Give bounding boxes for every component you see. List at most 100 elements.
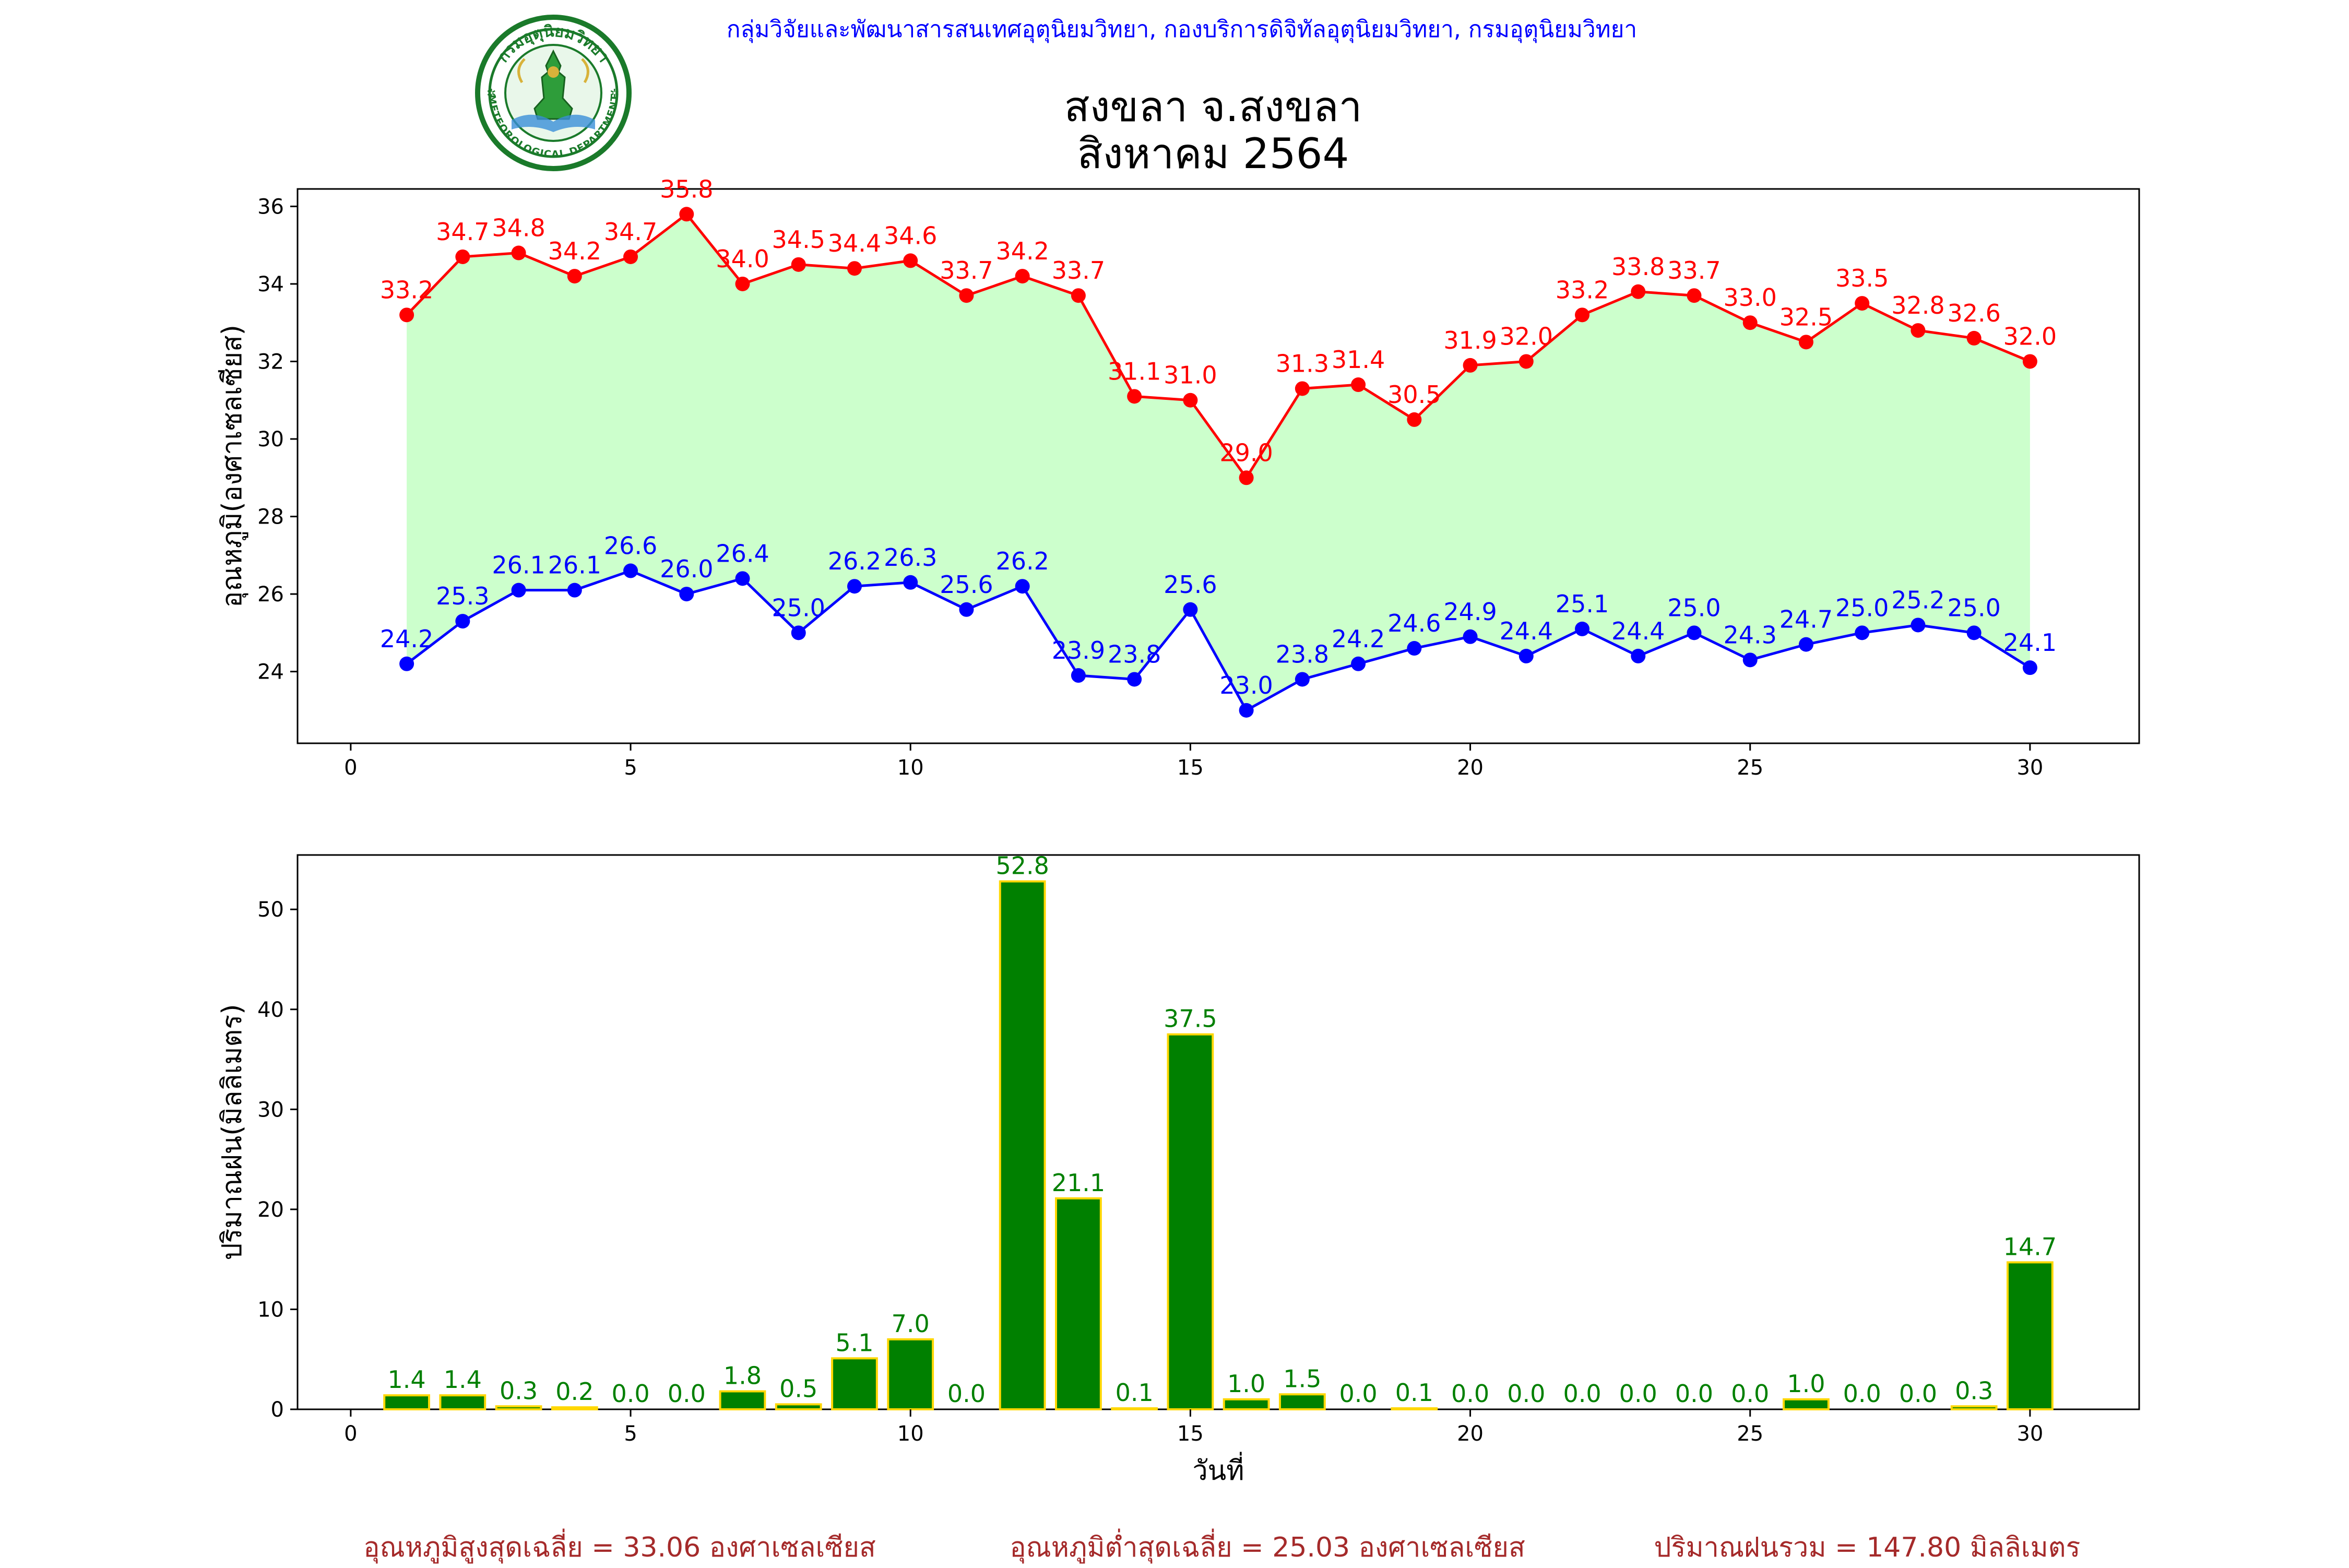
- max-temperature-point: [1183, 393, 1198, 408]
- min-temperature-point: [1798, 637, 1813, 652]
- min-temperature-label: 26.1: [548, 551, 601, 579]
- min-temperature-label: 23.9: [1052, 636, 1105, 664]
- svg-text:✲: ✲: [610, 87, 619, 100]
- rainfall-y-tick-label: 10: [257, 1298, 284, 1322]
- min-temperature-point: [399, 656, 414, 671]
- rainfall-label: 37.5: [1164, 1005, 1217, 1033]
- min-temperature-point: [1911, 617, 1926, 633]
- min-temperature-label: 24.9: [1443, 598, 1497, 626]
- min-temperature-point: [2022, 660, 2037, 675]
- min-temperature-point: [959, 602, 974, 617]
- min-temperature-label: 24.3: [1724, 621, 1777, 649]
- rainfall-bars: [383, 880, 2054, 1411]
- rainfall-label: 0.0: [947, 1380, 986, 1408]
- rainfall-x-tick-label: 0: [344, 1422, 357, 1446]
- min-temperature-point: [903, 575, 918, 590]
- rainfall-label: 0.0: [668, 1380, 706, 1408]
- rainfall-x-tick-label: 15: [1177, 1422, 1204, 1446]
- rainfall-y-axis-title: ปริมาณฝน(มิลลิเมตร): [217, 1004, 248, 1260]
- rainfall-x-tick-label: 20: [1457, 1422, 1484, 1446]
- temperature-plot-frame: [296, 188, 2140, 744]
- max-temperature-point: [1127, 389, 1142, 404]
- min-temperature-label: 24.2: [380, 625, 433, 653]
- max-temperature-point: [623, 249, 638, 264]
- max-temperature-label: 30.5: [1387, 381, 1441, 409]
- min-temperature-point: [455, 614, 470, 629]
- max-temperature-label: 33.2: [380, 276, 433, 304]
- rainfall-x-axis-title: วันที่: [1192, 1452, 1244, 1487]
- max-temperature-point: [567, 269, 582, 284]
- max-temperature-label: 34.4: [828, 229, 881, 257]
- min-temperature-label: 25.3: [436, 582, 489, 610]
- min-temperature-point: [567, 583, 582, 598]
- rainfall-label: 1.4: [444, 1365, 482, 1394]
- rainfall-label: 0.0: [611, 1380, 649, 1408]
- max-temperature-label: 33.2: [1556, 276, 1609, 304]
- min-temperature-label: 25.6: [1164, 571, 1217, 599]
- rainfall-label: 0.1: [1395, 1379, 1433, 1407]
- rainfall-label: 7.0: [892, 1310, 930, 1338]
- rainfall-bar: [1111, 1407, 1158, 1411]
- rainfall-label: 5.1: [835, 1328, 873, 1357]
- rainfall-label: 0.3: [1955, 1376, 1993, 1405]
- min-temperature-label: 25.1: [1556, 590, 1609, 618]
- max-temperature-point: [679, 207, 694, 222]
- max-temperature-label: 31.4: [1332, 346, 1385, 374]
- rainfall-bar: [1278, 1393, 1326, 1410]
- max-temperature-point: [1239, 470, 1254, 485]
- max-temperature-label: 31.3: [1276, 349, 1329, 377]
- rainfall-y-tick-label: 50: [257, 898, 284, 922]
- max-temperature-point: [847, 261, 862, 276]
- min-temperature-point: [1015, 579, 1030, 594]
- max-temperature-point: [1855, 296, 1870, 311]
- rainfall-label: 0.0: [1451, 1380, 1489, 1408]
- rainfall-label: 1.0: [1227, 1370, 1265, 1398]
- rainfall-x-tick-label: 5: [624, 1422, 637, 1446]
- temperature-x-tick-label: 20: [1457, 756, 1484, 780]
- rainfall-value-labels: 1.4 1.4 0.3 0.2 0.0 0.0 1.8 0.5 5.1 7.0 0.0 52.8 21.…: [388, 852, 2057, 1408]
- max-temperature-point: [1518, 354, 1534, 369]
- rainfall-y-axis: 0 10 20 30 40 50: [257, 898, 298, 1422]
- temperature-x-tick-label: 15: [1177, 756, 1204, 780]
- min-temperature-label: 25.0: [1947, 593, 2000, 622]
- max-temperature-point: [1351, 377, 1366, 393]
- max-temperature-point: [1463, 358, 1478, 373]
- rainfall-label: 0.0: [1339, 1380, 1378, 1408]
- rainfall-bar: [831, 1357, 878, 1410]
- chart-title-line1: สงขลา จ.สงขลา: [1064, 82, 1362, 131]
- meteorological-department-logo: กรมอุตุนิยมวิทยา METEOROLOGICAL DEPARTME…: [475, 15, 632, 171]
- temperature-x-tick-label: 0: [344, 756, 357, 780]
- min-temperature-point: [1575, 621, 1590, 636]
- temperature-y-tick-label: 34: [257, 272, 284, 296]
- rainfall-label: 14.7: [2003, 1232, 2057, 1261]
- temperature-range-fill: [407, 214, 2030, 710]
- rainfall-bar: [887, 1338, 934, 1411]
- rainfall-bar: [1167, 1033, 1214, 1411]
- temperature-y-tick-label: 32: [257, 350, 284, 374]
- rainfall-bar: [1223, 1398, 1270, 1411]
- max-temperature-points: [399, 207, 2037, 485]
- temperature-x-tick-label: 10: [897, 756, 924, 780]
- max-temperature-point: [735, 276, 750, 291]
- max-temperature-label: 35.8: [660, 175, 713, 203]
- temperature-x-tick-label: 25: [1737, 756, 1763, 780]
- max-temperature-label: 34.5: [772, 225, 825, 254]
- min-temperature-points: [399, 563, 2037, 718]
- max-temperature-label: 31.9: [1443, 326, 1497, 354]
- min-temperature-label: 23.0: [1219, 671, 1273, 699]
- total-rainfall: ปริมาณฝนรวม = 147.80 มิลลิเมตร: [1654, 1532, 2081, 1563]
- max-temperature-label: 34.7: [436, 218, 489, 246]
- temperature-y-tick-label: 30: [257, 427, 284, 452]
- min-temperature-point: [1183, 602, 1198, 617]
- max-temperature-label: 32.0: [2003, 322, 2057, 350]
- rainfall-chart: 1.4 1.4 0.3 0.2 0.0 0.0 1.8 0.5 5.1 7.0 0.0 52.8 21.…: [217, 852, 2140, 1487]
- max-temperature-label: 34.6: [884, 221, 937, 250]
- min-temperature-point: [1631, 648, 1646, 663]
- temperature-x-axis: 0 5 10 15 20 25 30: [344, 743, 2043, 780]
- max-temperature-point: [511, 245, 526, 260]
- rainfall-label: 1.5: [1283, 1364, 1321, 1393]
- rainfall-label: 0.5: [779, 1374, 817, 1403]
- max-temperature-label: 32.5: [1779, 303, 1833, 331]
- min-temperature-point: [1463, 629, 1478, 644]
